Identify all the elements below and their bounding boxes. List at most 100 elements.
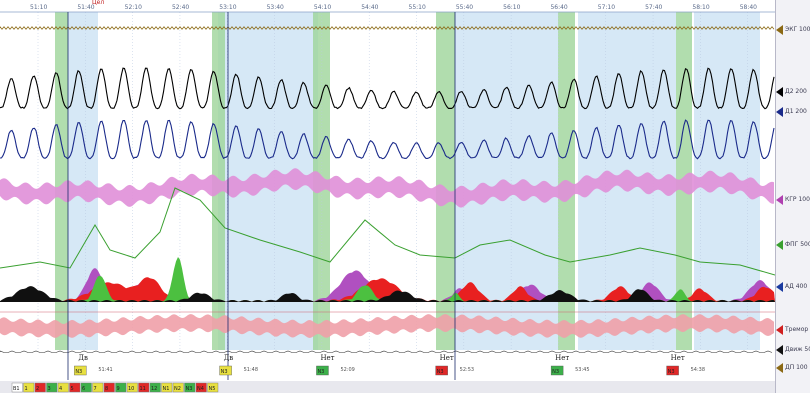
bottom-bar-cell[interactable]: 7 [92, 382, 104, 393]
tremor-trace [0, 314, 774, 338]
bottom-bar-cell[interactable]: 12 [149, 382, 161, 393]
marker-label: Дв [224, 354, 234, 362]
marker-label: Нет [671, 354, 685, 362]
time-tick-label: 58:40 [740, 4, 757, 11]
signal-plot-area[interactable]: 51:10 51:40 52:10 52:40 53:10 53:40 54:10 54:40… [0, 0, 775, 393]
bottom-bar-swatch [57, 382, 69, 393]
bottom-bar-cell[interactable]: N5 [207, 382, 219, 393]
marker-label: Нет [555, 354, 569, 362]
bottom-bar-cell[interactable]: 6 [80, 382, 92, 393]
marker-tag: N3 [437, 369, 444, 375]
channel-scale-label: ДП 100 [785, 364, 808, 371]
bottom-bar-swatch [92, 382, 104, 393]
time-tick-label: 55:10 [409, 4, 426, 11]
activity-red [0, 277, 775, 302]
channel-arrow-icon[interactable] [776, 87, 783, 97]
bottom-bar-swatch [80, 382, 92, 393]
activity-black [0, 286, 775, 302]
bottom-bar-swatch [23, 382, 35, 393]
marker-tag: N3 [552, 369, 559, 375]
channel-scale-label: АД 400 [785, 283, 808, 290]
bottom-bar-cell[interactable]: N2 [172, 382, 184, 393]
bottom-bar-swatch [149, 382, 161, 393]
channel-arrow-icon[interactable] [776, 107, 783, 117]
question-marker[interactable]: Нет 52:53 N3 [435, 354, 474, 376]
bottom-bar-label: N4 [197, 386, 204, 392]
time-tick-label: 55:40 [456, 4, 473, 11]
bottom-bar-label: N5 [209, 386, 216, 392]
channel-arrow-icon[interactable] [776, 345, 783, 355]
marker-time: 51:48 [244, 367, 258, 373]
bottom-bar-cell[interactable]: 8 [103, 382, 115, 393]
bottom-bar-cell[interactable]: 1 [23, 382, 35, 393]
marker-answer-box [435, 365, 448, 376]
channel-scale-label: ФПГ 500 [785, 241, 810, 248]
bottom-bar-swatch [69, 382, 81, 393]
marker-answer-box [550, 365, 564, 376]
question-marker[interactable]: Нет 54:38 N3 [666, 354, 705, 376]
question-marker[interactable]: Нет 52:09 N3 [316, 354, 355, 376]
bottom-bar-label: 10 [128, 386, 134, 392]
time-tick-label: 52:40 [172, 4, 189, 11]
bottom-bar-cell[interactable]: 3 [46, 382, 58, 393]
marker-time: 53:45 [575, 367, 589, 373]
ppg-trace [0, 187, 775, 276]
marker-time: 54:38 [691, 367, 705, 373]
bottom-bar-label: 1 [25, 386, 28, 392]
time-tick-label: 54:40 [361, 4, 378, 11]
bottom-bar-cell[interactable]: В1 [11, 382, 23, 393]
channel-arrow-icon[interactable] [776, 240, 783, 250]
bottom-bar-label: 12 [151, 386, 157, 392]
gsr-trace [0, 168, 774, 208]
channel-arrow-icon[interactable] [776, 325, 783, 335]
bottom-bar-swatch [207, 382, 219, 393]
question-marker[interactable]: Нет 53:45 N3 [550, 354, 590, 376]
time-tick-label: 58:10 [692, 4, 709, 11]
bottom-bar-label: В1 [13, 386, 20, 392]
channel-arrow-icon[interactable] [776, 195, 783, 205]
time-tick-label: 54:10 [314, 4, 331, 11]
bottom-bar-swatch [184, 382, 196, 393]
bottom-bar-label: N1 [163, 386, 170, 392]
bottom-bar-cell[interactable]: N3 [184, 382, 196, 393]
bottom-bar-cell[interactable]: 10 [126, 382, 138, 393]
bottom-bar-label: 7 [94, 386, 97, 392]
time-tick-label: 57:40 [645, 4, 662, 11]
bottom-bar-cell[interactable]: N4 [195, 382, 207, 393]
marker-time: 52:09 [340, 367, 354, 373]
marker-label: Дв [78, 354, 88, 362]
question-marker[interactable]: Дв 51:41 N3 [74, 354, 113, 376]
channel-arrow-icon[interactable] [776, 25, 783, 35]
marker-answer-box [666, 365, 679, 376]
bottom-bar-cell[interactable]: 11 [138, 382, 150, 393]
time-tick-label: 51:40 [77, 4, 94, 11]
question-marker[interactable]: Дв 51:48 N3 [219, 354, 258, 376]
marker-time: 52:53 [460, 367, 474, 373]
bottom-bar-label: 4 [59, 386, 62, 392]
marker-label: Нет [440, 354, 454, 362]
breath-lower-trace [0, 119, 775, 160]
bottom-bar-swatch [115, 382, 127, 393]
bottom-bar-swatch [34, 382, 46, 393]
bottom-bar-swatch [138, 382, 150, 393]
bottom-bar-swatch [46, 382, 58, 393]
time-tick-label: 53:40 [267, 4, 284, 11]
time-tick-label: 57:10 [598, 4, 615, 11]
marker-time: 51:41 [98, 367, 112, 373]
time-tick-label: 56:10 [503, 4, 520, 11]
bottom-bar-cell[interactable]: 2 [34, 382, 46, 393]
channel-arrow-icon[interactable] [776, 363, 783, 373]
bottom-bar-swatch [161, 382, 173, 393]
bottom-bar-cell[interactable]: 9 [115, 382, 127, 393]
bottom-bar-label: 8 [105, 386, 108, 392]
channel-arrow-icon[interactable] [776, 282, 783, 292]
time-tick-label: 51:10 [30, 4, 47, 11]
channel-scale-label: Тремор 100 [785, 326, 810, 333]
bottom-bar-cell[interactable]: N1 [161, 382, 173, 393]
bottom-bar-swatch [11, 382, 23, 393]
marker-label: Нет [320, 354, 334, 362]
bottom-bar-cell[interactable]: 4 [57, 382, 69, 393]
marker-answer-box [219, 365, 232, 376]
bottom-bar-cell[interactable]: 5 [69, 382, 81, 393]
